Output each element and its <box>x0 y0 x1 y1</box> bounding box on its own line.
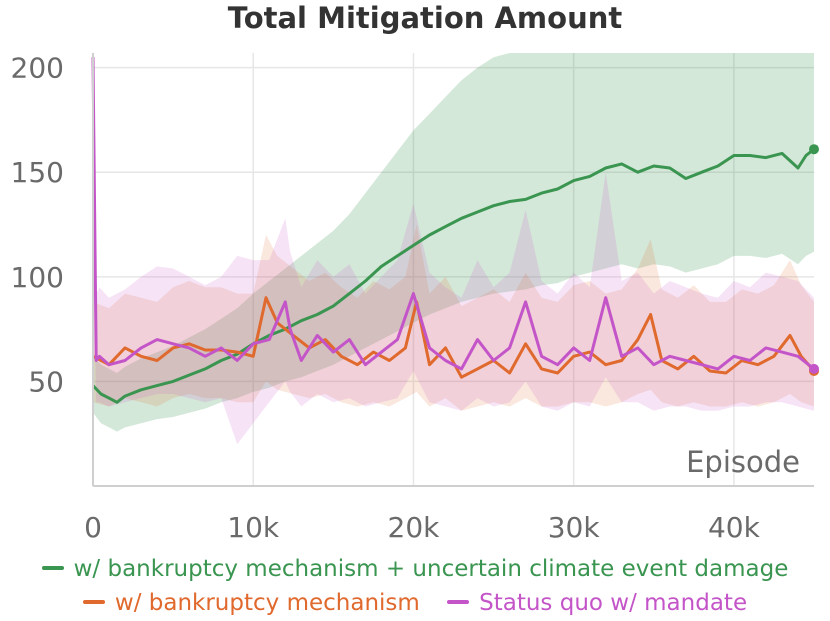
y-tick-label-150: 150 <box>11 156 64 189</box>
legend-row-1: w/ bankruptcy mechanism + uncertain clim… <box>0 556 830 582</box>
legend-item-purple[interactable]: Status quo w/ mandate <box>447 590 747 616</box>
legend-swatch-green <box>41 565 64 570</box>
end-marker-green <box>809 144 819 155</box>
x-tick-label-40000: 40k <box>708 511 761 544</box>
y-tick-label-200: 200 <box>11 52 64 85</box>
legend-label-orange: w/ bankruptcy mechanism <box>114 590 420 616</box>
legend-row-2: w/ bankruptcy mechanism Status quo w/ ma… <box>0 590 830 616</box>
x-tick-labels: 0 10k 20k 30k 40k <box>84 511 761 544</box>
grid-lines <box>93 53 814 486</box>
legend-label-green: w/ bankruptcy mechanism + uncertain clim… <box>73 556 789 582</box>
chart-title: Total Mitigation Amount <box>228 1 623 35</box>
band-green <box>93 53 814 432</box>
band-orange <box>93 224 814 411</box>
series-line-green <box>91 148 815 404</box>
end-marker-purple <box>809 363 819 374</box>
legend-item-orange[interactable]: w/ bankruptcy mechanism <box>82 590 420 616</box>
legend-label-purple: Status quo w/ mandate <box>479 590 748 616</box>
series-lines <box>91 57 819 404</box>
series-line-purple <box>91 57 815 371</box>
chart-area: Total Mitigation Amount 50 100 150 200 0 10k… <box>11 1 819 544</box>
y-tick-labels: 50 100 150 200 <box>11 52 64 399</box>
legend-item-green[interactable]: w/ bankruptcy mechanism + uncertain clim… <box>41 556 789 582</box>
x-tick-label-10000: 10k <box>227 511 280 544</box>
y-tick-label-50: 50 <box>28 365 64 398</box>
axes <box>92 53 814 487</box>
legend-swatch-purple <box>447 599 470 604</box>
confidence-bands <box>93 53 814 445</box>
x-tick-label-0: 0 <box>84 511 102 544</box>
y-tick-label-100: 100 <box>11 261 64 294</box>
x-tick-label-30000: 30k <box>548 511 601 544</box>
x-tick-label-20000: 20k <box>388 511 441 544</box>
x-axis-label: Episode <box>686 445 800 479</box>
legend-swatch-orange <box>82 599 105 604</box>
